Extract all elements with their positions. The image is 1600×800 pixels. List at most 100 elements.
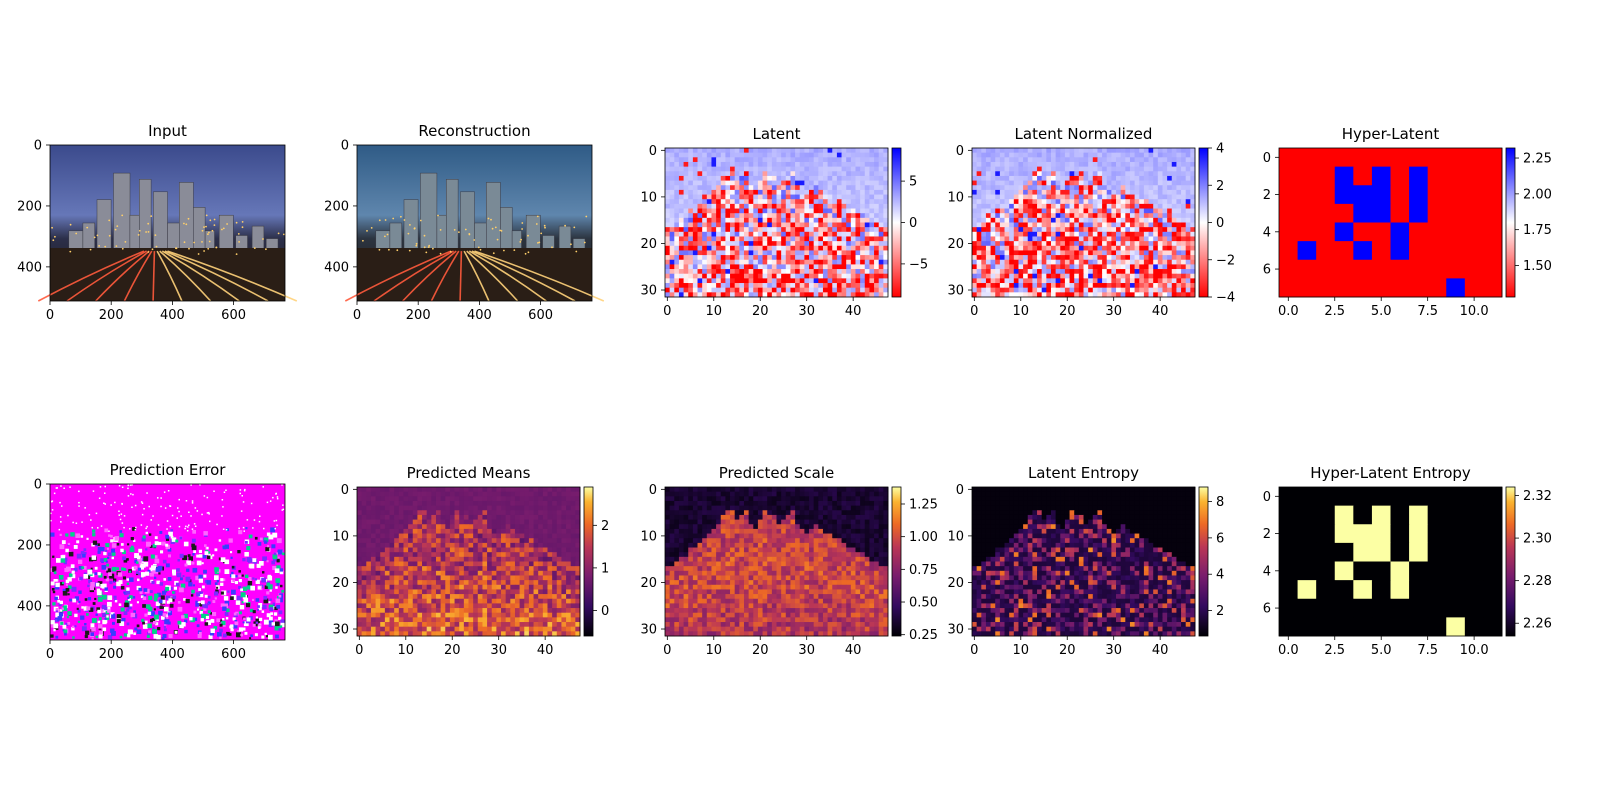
heatmap-cell [556, 496, 562, 502]
heatmap-cell [408, 500, 414, 507]
heatmap-cell [528, 519, 534, 525]
heatmap-cell [850, 245, 856, 251]
heatmap-cell [1027, 231, 1033, 237]
error-speck [95, 635, 99, 639]
heatmap-cell [1106, 185, 1112, 191]
heatmap-cell [1176, 157, 1182, 163]
heatmap-cell [1371, 278, 1391, 298]
heatmap-cell [846, 236, 852, 242]
heatmap-cell [528, 510, 534, 516]
heatmap-cell [771, 180, 777, 186]
heatmap-cell [874, 278, 880, 284]
heatmap-cell [781, 217, 787, 223]
heatmap-cell [1041, 217, 1047, 223]
heatmap-cell [1102, 180, 1108, 186]
heatmap-cell [869, 175, 875, 181]
heatmap-cell [790, 185, 796, 191]
heatmap-cell [1334, 222, 1354, 242]
heatmap-cell [822, 227, 829, 233]
heatmap-cell [1134, 231, 1140, 237]
heatmap-cell [743, 199, 750, 205]
error-speck [147, 623, 152, 629]
heatmap-cell [1106, 157, 1112, 163]
error-speck [91, 555, 97, 560]
error-speck [122, 550, 126, 555]
heatmap-cell [1176, 185, 1182, 191]
error-speck [89, 607, 94, 612]
error-speck [246, 519, 249, 521]
heatmap-cell [841, 259, 847, 265]
heatmap-cell [711, 199, 717, 205]
heatmap-cell [688, 194, 694, 200]
heatmap-cell [1060, 185, 1066, 191]
heatmap-cell [1069, 171, 1075, 177]
heatmap-cell [482, 505, 488, 511]
heatmap-cell [688, 269, 694, 275]
heatmap-cell [1050, 236, 1057, 242]
heatmap-cell [762, 166, 768, 172]
heatmap-cell [1013, 171, 1019, 177]
error-speck [165, 616, 169, 619]
heatmap-cell [716, 185, 722, 191]
heatmap-cell [781, 161, 787, 168]
error-speck [148, 533, 152, 536]
heatmap-cell [818, 278, 824, 284]
error-speck [236, 632, 241, 638]
error-speck [111, 548, 115, 553]
heatmap-cell [1046, 236, 1052, 242]
heatmap-cell [1176, 175, 1182, 181]
heatmap-cell [1446, 185, 1466, 205]
reconstruction-city-lights [362, 214, 588, 255]
heatmap-cell [757, 259, 763, 265]
heatmap-cell [514, 500, 521, 507]
heatmap-cell [762, 185, 768, 191]
heatmap-cell [841, 180, 847, 186]
heatmap-cell [683, 213, 689, 219]
error-speck [150, 519, 152, 521]
heatmap-cell [1060, 180, 1066, 186]
heatmap-cell [501, 500, 507, 507]
heatmap-cell [1167, 171, 1173, 177]
heatmap-cell [809, 241, 815, 247]
heatmap-cell [981, 236, 987, 242]
heatmap-cell [725, 236, 731, 242]
error-speck [81, 626, 87, 632]
heatmap-cell [985, 273, 991, 279]
reconstruction-plot-area [344, 145, 605, 302]
heatmap-cell [762, 227, 768, 233]
heatmap-cell [678, 273, 684, 279]
heatmap-cell [1162, 222, 1168, 228]
error-speck [196, 510, 199, 512]
heatmap-cell [1190, 250, 1196, 256]
heatmap-cell [985, 292, 991, 298]
heatmap-cell [757, 152, 763, 158]
heatmap-cell [762, 236, 768, 242]
heatmap-cell [1050, 269, 1057, 275]
heatmap-cell [785, 208, 791, 214]
heatmap-cell [836, 287, 842, 293]
city-light [370, 227, 373, 229]
error-speck [272, 566, 277, 571]
heatmap-cell [1125, 259, 1131, 265]
error-speck [105, 560, 108, 563]
error-speck [152, 628, 157, 634]
heatmap-cell [771, 175, 777, 181]
heatmap-cell [1050, 157, 1057, 163]
heatmap-cell [781, 213, 787, 219]
error-speck [114, 536, 119, 541]
heatmap-cell [720, 194, 726, 200]
heatmap-cell [883, 148, 889, 154]
heatmap-cell [665, 217, 671, 223]
heatmap-cell [1185, 241, 1191, 247]
heatmap-cell [753, 250, 759, 256]
heatmap-cell [1102, 241, 1108, 247]
heatmap-cell [1102, 217, 1108, 223]
error-speck [69, 573, 73, 577]
error-speck [190, 484, 192, 486]
heatmap-cell [1111, 199, 1117, 205]
heatmap-cell [860, 185, 866, 191]
heatmap-cell [1162, 208, 1168, 214]
error-speck [86, 606, 91, 611]
heatmap-cell [403, 496, 409, 502]
heatmap-cell [1148, 241, 1154, 247]
